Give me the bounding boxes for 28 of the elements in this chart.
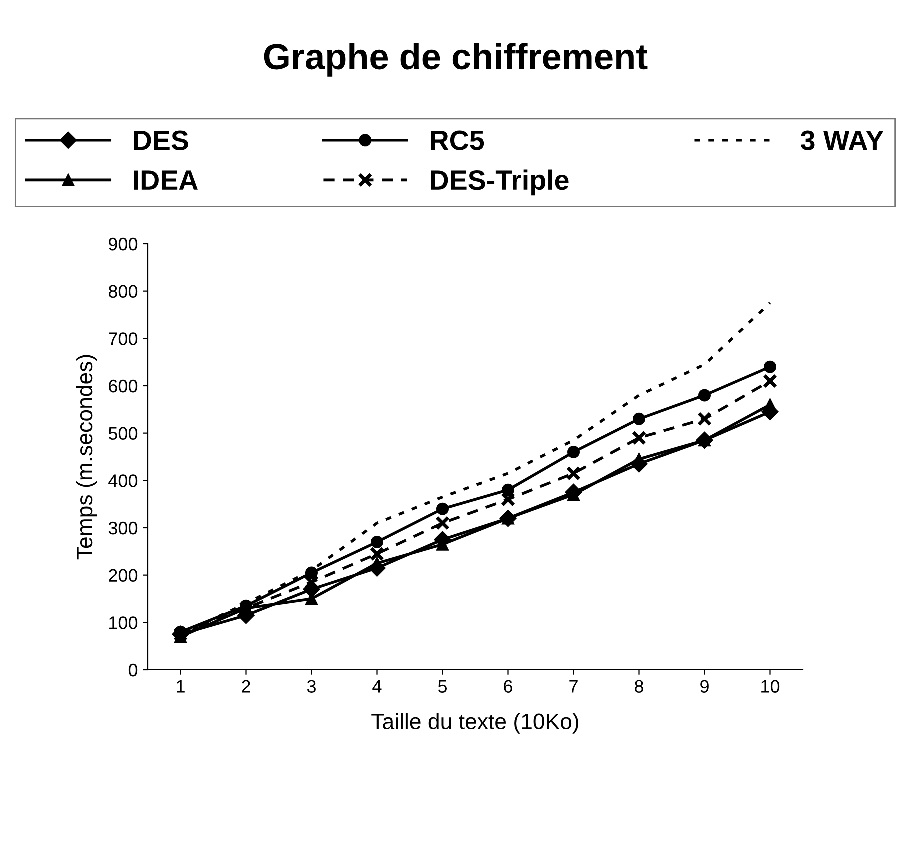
- x-tick-label: 8: [635, 680, 644, 693]
- legend-label: DES: [134, 130, 188, 150]
- y-tick-label: 500: [108, 427, 138, 440]
- y-tick-label: 900: [109, 238, 138, 251]
- y-axis-title: Temps (m.secondes): [76, 355, 98, 560]
- x-tick-label: 7: [570, 680, 578, 693]
- legend-label: DES-Triple: [431, 170, 569, 196]
- x-tick-label: 2: [242, 680, 250, 693]
- y-tick-label: 600: [109, 380, 138, 393]
- x-tick-label: 6: [504, 680, 512, 693]
- x-tick-label: 5: [438, 680, 448, 693]
- legend-label: RC5: [431, 130, 484, 150]
- x-axis-title: Taille du texte (10Ko): [372, 713, 578, 734]
- y-tick-label: 200: [109, 569, 138, 582]
- x-tick-label: 1: [177, 680, 185, 693]
- x-tick-label: 9: [700, 680, 709, 693]
- legend-label: 3 WAY: [800, 130, 884, 150]
- y-tick-label: 400: [108, 474, 138, 488]
- x-tick-label: 4: [372, 680, 382, 693]
- y-tick-label: 300: [108, 522, 138, 535]
- y-tick-label: 0: [128, 664, 138, 677]
- chart-title: Graphe de chiffrement: [264, 43, 648, 77]
- y-tick-label: 800: [108, 285, 138, 298]
- y-tick-label: 700: [109, 332, 138, 346]
- legend-label: IDEA: [134, 170, 198, 190]
- y-tick-label: 100: [110, 616, 138, 630]
- x-tick-label: 10: [762, 680, 780, 693]
- x-tick-label: 3: [307, 680, 316, 693]
